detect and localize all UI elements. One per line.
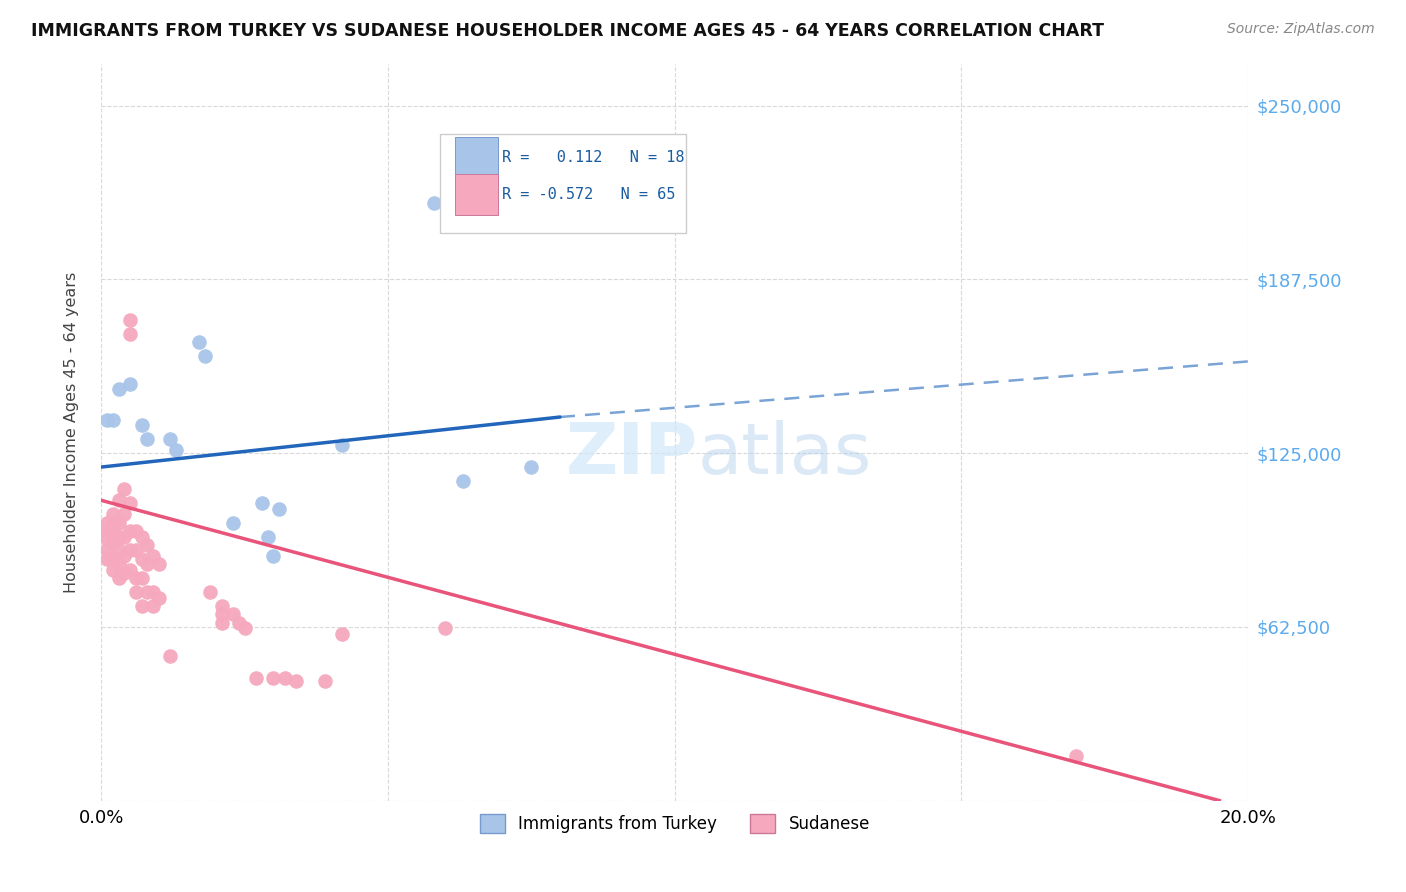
Point (96, 543, 118, 558)
Point (96, 516, 118, 530)
Point (520, 460, 543, 475)
Text: R = -0.572   N = 65: R = -0.572 N = 65 (502, 186, 675, 202)
Point (96, 524, 118, 538)
Point (423, 196, 446, 211)
Point (112, 508, 135, 522)
Point (136, 432, 159, 446)
Point (285, 674, 308, 689)
Point (125, 543, 148, 558)
Point (107, 543, 129, 558)
Point (120, 376, 142, 391)
Point (131, 571, 153, 585)
Point (107, 571, 129, 585)
Point (222, 607, 245, 622)
Point (211, 599, 233, 613)
Point (136, 538, 159, 552)
Point (120, 543, 142, 558)
Point (159, 648, 181, 663)
Point (228, 615, 250, 630)
Point (148, 558, 170, 572)
Point (112, 566, 135, 580)
Point (187, 334, 209, 349)
Point (125, 585, 148, 599)
Point (101, 524, 124, 538)
Point (101, 551, 124, 566)
Point (107, 516, 129, 530)
Point (159, 432, 181, 446)
Point (262, 549, 284, 563)
Point (125, 571, 148, 585)
Point (131, 418, 153, 433)
Point (262, 671, 284, 685)
Point (125, 524, 148, 538)
Point (96, 413, 118, 427)
Point (269, 501, 291, 516)
Point (120, 563, 142, 577)
Point (211, 615, 233, 630)
Point (314, 674, 336, 689)
Point (131, 529, 153, 543)
Point (101, 508, 124, 522)
Point (165, 443, 187, 458)
Point (107, 493, 129, 508)
Point (233, 621, 256, 635)
Point (112, 529, 135, 543)
Point (274, 671, 297, 685)
Point (200, 585, 222, 599)
Legend: Immigrants from Turkey, Sudanese: Immigrants from Turkey, Sudanese (472, 807, 876, 840)
Point (120, 524, 142, 538)
Y-axis label: Householder Income Ages 45 - 64 years: Householder Income Ages 45 - 64 years (65, 272, 79, 593)
Point (1064, 749, 1087, 764)
FancyBboxPatch shape (454, 174, 498, 214)
Point (211, 607, 233, 622)
Point (131, 599, 153, 613)
Point (101, 535, 124, 549)
Point (131, 551, 153, 566)
Point (245, 671, 267, 685)
Point (148, 591, 170, 605)
Point (120, 326, 142, 341)
Point (120, 312, 142, 326)
Point (250, 496, 273, 510)
Point (107, 529, 129, 543)
Text: Source: ZipAtlas.com: Source: ZipAtlas.com (1227, 22, 1375, 37)
Point (256, 529, 278, 543)
Point (222, 516, 245, 530)
Point (194, 349, 217, 363)
Point (101, 563, 124, 577)
Point (451, 474, 474, 488)
Point (96, 551, 118, 566)
Point (101, 413, 124, 427)
Point (142, 549, 165, 563)
Point (120, 496, 142, 510)
FancyBboxPatch shape (440, 134, 686, 234)
Text: R =   0.112   N = 18: R = 0.112 N = 18 (502, 150, 685, 164)
Point (96, 533, 118, 547)
FancyBboxPatch shape (454, 136, 498, 178)
Text: atlas: atlas (697, 420, 872, 489)
Point (107, 382, 129, 396)
Point (434, 621, 457, 635)
Point (142, 585, 165, 599)
Point (101, 516, 124, 530)
Point (142, 599, 165, 613)
Point (112, 549, 135, 563)
Point (112, 483, 135, 497)
Point (330, 627, 353, 641)
Point (107, 558, 129, 572)
Point (136, 585, 159, 599)
Point (136, 558, 159, 572)
Point (330, 438, 353, 452)
Text: IMMIGRANTS FROM TURKEY VS SUDANESE HOUSEHOLDER INCOME AGES 45 - 64 YEARS CORRELA: IMMIGRANTS FROM TURKEY VS SUDANESE HOUSE… (31, 22, 1104, 40)
Text: ZIP: ZIP (565, 420, 697, 489)
